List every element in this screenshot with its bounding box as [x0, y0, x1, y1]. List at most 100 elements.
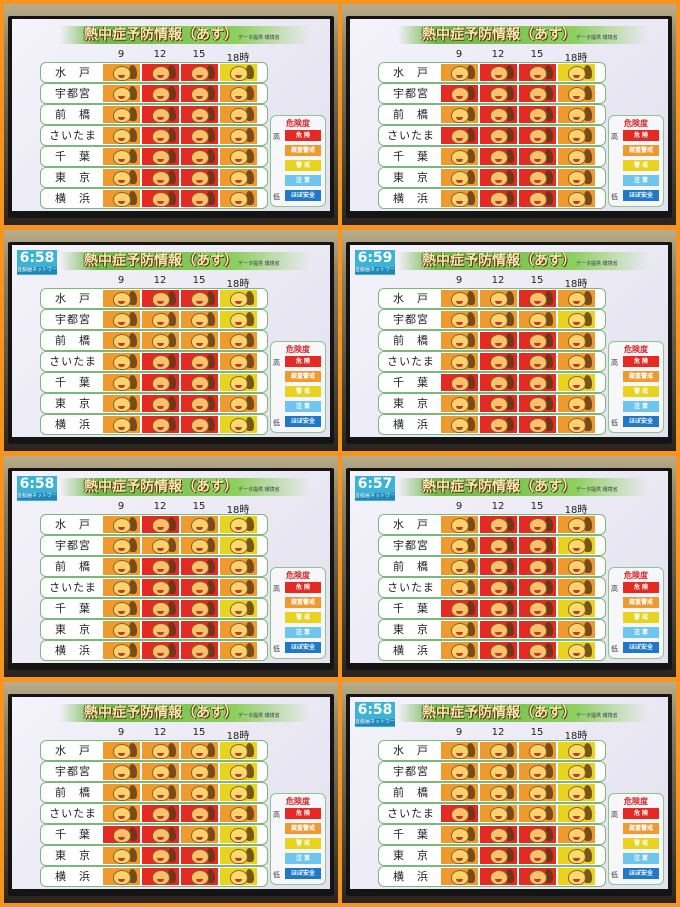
risk-cell	[220, 537, 257, 554]
risk-cell	[441, 127, 478, 144]
character-face-icon	[191, 292, 209, 307]
risk-cell	[103, 148, 140, 165]
legend-level: 警 戒	[285, 612, 321, 623]
city-name: さいたま	[49, 581, 97, 594]
title-bar: 熱中症予防情報（あす） データ提供 環境省	[398, 252, 648, 270]
character-hair-icon	[506, 848, 514, 862]
city-name: さいたま	[387, 581, 435, 594]
character-face-icon	[529, 129, 547, 144]
character-hair-icon	[207, 417, 215, 431]
character-hair-icon	[584, 396, 592, 410]
character-face-icon	[568, 355, 586, 370]
character-hair-icon	[545, 622, 553, 636]
character-hair-icon	[467, 375, 475, 389]
risk-cell	[519, 127, 556, 144]
risk-cell	[558, 600, 595, 617]
character-face-icon	[191, 313, 209, 328]
character-face-icon	[529, 644, 547, 659]
risk-cell	[103, 416, 140, 433]
risk-cell	[519, 169, 556, 186]
character-face-icon	[230, 418, 248, 433]
character-face-icon	[529, 397, 547, 412]
character-hair-icon	[506, 291, 514, 305]
risk-cell	[142, 311, 179, 328]
character-face-icon	[113, 623, 131, 638]
tv-screen: 6:57首都圏ネットワーク熱中症予防情報（あす）データ提供 環境省9121518…	[350, 471, 668, 663]
character-hair-icon	[246, 312, 254, 326]
character-face-icon	[191, 397, 209, 412]
character-hair-icon	[129, 107, 137, 121]
hour-header: 12	[153, 501, 167, 512]
city-name: さいたま	[49, 807, 97, 820]
risk-cell	[142, 805, 179, 822]
city-row: 東 京	[40, 393, 268, 414]
character-hair-icon	[207, 333, 215, 347]
character-face-icon	[451, 292, 469, 307]
hour-header: 12	[153, 49, 167, 60]
character-hair-icon	[246, 191, 254, 205]
city-row: 水 戸	[378, 288, 606, 309]
character-face-icon	[529, 849, 547, 864]
risk-cell	[558, 148, 595, 165]
character-hair-icon	[246, 333, 254, 347]
risk-cell	[480, 332, 517, 349]
risk-cell	[480, 148, 517, 165]
tv-screen: 熱中症予防情報（あす） データ提供 環境省 9 12 15 18時水 戸宇都宮前 橋さいた…	[12, 697, 330, 889]
risk-cell	[103, 642, 140, 659]
risk-cell	[480, 395, 517, 412]
legend-low: 低	[273, 645, 280, 653]
character-face-icon	[568, 397, 586, 412]
character-face-icon	[568, 418, 586, 433]
character-face-icon	[451, 560, 469, 575]
character-hair-icon	[168, 559, 176, 573]
risk-cell	[142, 847, 179, 864]
character-face-icon	[191, 765, 209, 780]
character-face-icon	[568, 623, 586, 638]
character-face-icon	[451, 870, 469, 885]
risk-cell	[142, 290, 179, 307]
risk-cell	[441, 579, 478, 596]
hour-header: 9	[455, 275, 463, 286]
hour-header: 9	[117, 501, 125, 512]
risk-cell	[441, 190, 478, 207]
character-face-icon	[568, 539, 586, 554]
character-face-icon	[490, 171, 508, 186]
character-hair-icon	[584, 65, 592, 79]
page-title: 熱中症予防情報（あす）	[84, 253, 238, 269]
risk-cell	[441, 742, 478, 759]
character-face-icon	[451, 313, 469, 328]
city-name: 千 葉	[55, 828, 91, 841]
risk-cell	[181, 805, 218, 822]
legend-low: 低	[273, 871, 280, 879]
character-hair-icon	[129, 417, 137, 431]
risk-cell	[142, 558, 179, 575]
character-face-icon	[529, 807, 547, 822]
character-hair-icon	[467, 65, 475, 79]
character-hair-icon	[129, 65, 137, 79]
character-hair-icon	[207, 601, 215, 615]
character-face-icon	[568, 129, 586, 144]
character-face-icon	[191, 560, 209, 575]
risk-cell	[558, 826, 595, 843]
character-hair-icon	[545, 785, 553, 799]
legend-level: ほぼ安全	[285, 416, 321, 427]
character-face-icon	[191, 870, 209, 885]
legend-high: 高	[273, 585, 280, 593]
character-hair-icon	[129, 601, 137, 615]
page-title: 熱中症予防情報（あす）	[84, 705, 238, 721]
character-face-icon	[113, 171, 131, 186]
character-face-icon	[451, 334, 469, 349]
character-face-icon	[152, 870, 170, 885]
risk-cell	[480, 826, 517, 843]
legend-level: 危 険	[623, 582, 659, 593]
risk-cell	[142, 190, 179, 207]
character-face-icon	[230, 786, 248, 801]
risk-cell	[558, 85, 595, 102]
risk-cell	[441, 169, 478, 186]
city-name: 宇都宮	[55, 313, 91, 326]
character-hair-icon	[584, 848, 592, 862]
risk-cell	[441, 353, 478, 370]
city-name: 前 橋	[393, 108, 429, 121]
character-face-icon	[568, 334, 586, 349]
risk-cell	[558, 868, 595, 885]
